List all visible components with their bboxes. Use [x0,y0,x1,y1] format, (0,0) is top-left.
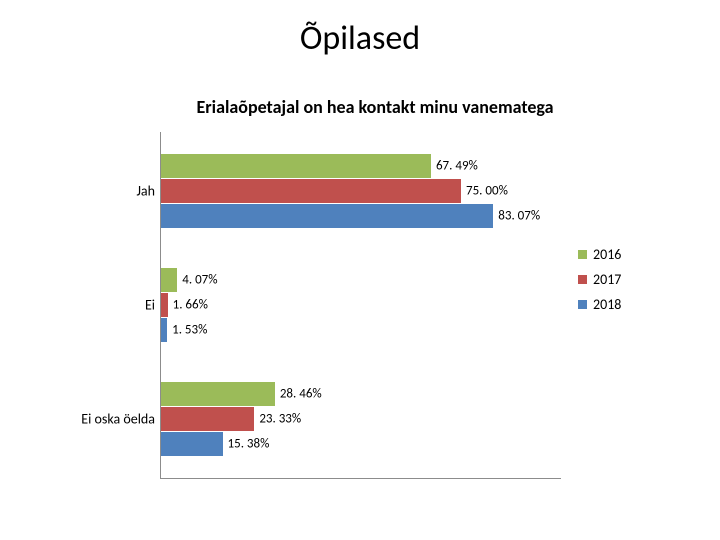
legend: 2016 2017 2018 [578,246,648,321]
legend-label: 2018 [593,296,621,313]
bar-value-label: 28. 46% [280,387,322,402]
bar-value-label: 67. 49% [436,159,478,174]
bar-row: 83. 07% [161,204,561,228]
legend-swatch [578,275,587,284]
chart-container: Erialaõpetajal on hea kontakt minu vanem… [70,96,680,496]
category-label: Ei oska öelda [69,411,161,428]
bar-row: 75. 00% [161,179,561,203]
bar-value-label: 23. 33% [259,412,301,427]
bar [161,268,177,292]
bar-value-label: 75. 00% [466,184,508,199]
slide-title: Õpilased [0,18,720,59]
bar [161,204,493,228]
bar-group: 28. 46% 23. 33% 15. 38% [161,382,561,457]
bar-group: 67. 49% 75. 00% 83. 07% [161,154,561,229]
category-label: Jah [69,183,161,200]
bar-value-label: 15. 38% [228,437,270,452]
legend-item: 2017 [578,271,648,288]
bar-row: 1. 53% [161,318,561,342]
bar [161,318,167,342]
bar [161,432,223,456]
legend-item: 2018 [578,296,648,313]
legend-label: 2017 [593,271,621,288]
bar-group: 4. 07% 1. 66% 1. 53% [161,268,561,343]
plot-area: Jah67. 49%75. 00%83. 07%Ei4. 07%1. 66%1.… [160,132,561,479]
bar-row: 28. 46% [161,382,561,406]
bar-row: 1. 66% [161,293,561,317]
bar-value-label: 4. 07% [182,273,217,288]
bar [161,293,168,317]
bar-row: 15. 38% [161,432,561,456]
slide: Õpilased Erialaõpetajal on hea kontakt m… [0,0,720,540]
bar [161,179,461,203]
bar [161,154,431,178]
legend-swatch [578,300,587,309]
bar [161,407,254,431]
legend-swatch [578,250,587,259]
bar-value-label: 83. 07% [498,209,540,224]
bar-row: 4. 07% [161,268,561,292]
bar-row: 23. 33% [161,407,561,431]
bar [161,382,275,406]
category-label: Ei [69,297,161,314]
bar-row: 67. 49% [161,154,561,178]
legend-label: 2016 [593,246,621,263]
bar-value-label: 1. 53% [172,323,207,338]
legend-item: 2016 [578,246,648,263]
chart-title: Erialaõpetajal on hea kontakt minu vanem… [70,96,680,118]
bar-value-label: 1. 66% [173,298,208,313]
